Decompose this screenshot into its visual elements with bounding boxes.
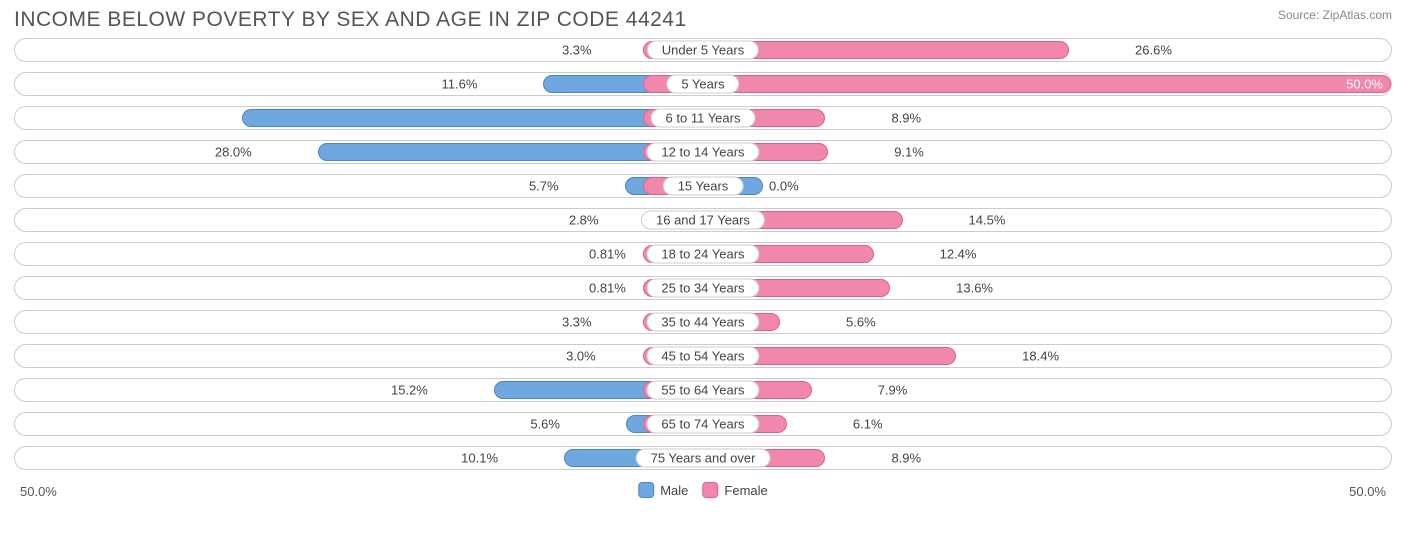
chart-row: 5.6% 6.1% 65 to 74 Years: [14, 412, 1392, 436]
row-category-label: 75 Years and over: [636, 449, 771, 468]
row-category-label: 45 to 54 Years: [646, 347, 759, 366]
legend-label-male: Male: [660, 483, 688, 498]
row-category-label: 16 and 17 Years: [641, 211, 765, 230]
value-label-female: 8.9%: [891, 451, 921, 466]
value-label-female: 26.6%: [1135, 43, 1172, 58]
value-label-female: 13.6%: [956, 281, 993, 296]
value-label-female: 14.5%: [969, 213, 1006, 228]
chart-row: 33.5% 8.9% 6 to 11 Years: [14, 106, 1392, 130]
row-category-label: 12 to 14 Years: [646, 143, 759, 162]
row-category-label: 6 to 11 Years: [651, 109, 756, 128]
source-attribution: Source: ZipAtlas.com: [1278, 8, 1392, 22]
legend-swatch-male: [638, 482, 654, 498]
chart-row: 2.8% 14.5% 16 and 17 Years: [14, 208, 1392, 232]
legend-item-female: Female: [702, 482, 767, 498]
chart-area: 3.3% 26.6% Under 5 Years 11.6% 50.0% 5 Years 3…: [0, 38, 1406, 470]
row-category-label: Under 5 Years: [647, 41, 759, 60]
chart-row: 3.3% 5.6% 35 to 44 Years: [14, 310, 1392, 334]
axis-max-left: 50.0%: [20, 484, 57, 499]
chart-row: 15.2% 7.9% 55 to 64 Years: [14, 378, 1392, 402]
legend-swatch-female: [702, 482, 718, 498]
value-label-male: 10.1%: [461, 451, 498, 466]
value-label-male: 0.81%: [589, 247, 626, 262]
value-label-male: 3.0%: [566, 349, 596, 364]
legend: Male Female: [638, 482, 768, 498]
value-label-male: 2.8%: [569, 213, 599, 228]
value-label-male: 0.81%: [589, 281, 626, 296]
chart-row: 5.7% 0.0% 15 Years: [14, 174, 1392, 198]
value-label-female: 18.4%: [1022, 349, 1059, 364]
chart-title: INCOME BELOW POVERTY BY SEX AND AGE IN Z…: [14, 8, 687, 32]
row-category-label: 15 Years: [663, 177, 744, 196]
value-label-female: 7.9%: [878, 383, 908, 398]
row-category-label: 18 to 24 Years: [646, 245, 759, 264]
chart-row: 3.3% 26.6% Under 5 Years: [14, 38, 1392, 62]
value-label-male: 28.0%: [215, 145, 252, 160]
row-category-label: 65 to 74 Years: [646, 415, 759, 434]
chart-row: 3.0% 18.4% 45 to 54 Years: [14, 344, 1392, 368]
value-label-male: 3.3%: [562, 315, 592, 330]
value-label-female: 6.1%: [853, 417, 883, 432]
value-label-male: 33.5%: [195, 111, 232, 126]
value-label-female: 12.4%: [940, 247, 977, 262]
value-label-male: 11.6%: [441, 77, 477, 92]
legend-item-male: Male: [638, 482, 688, 498]
bar-female: [643, 75, 1391, 93]
value-label-female: 50.0%: [1346, 77, 1383, 92]
value-label-female: 5.6%: [846, 315, 876, 330]
row-category-label: 25 to 34 Years: [646, 279, 759, 298]
chart-row: 0.81% 13.6% 25 to 34 Years: [14, 276, 1392, 300]
value-label-male: 5.6%: [530, 417, 560, 432]
axis-max-right: 50.0%: [1349, 484, 1386, 499]
header: INCOME BELOW POVERTY BY SEX AND AGE IN Z…: [0, 0, 1406, 38]
chart-row: 10.1% 8.9% 75 Years and over: [14, 446, 1392, 470]
chart-row: 0.81% 12.4% 18 to 24 Years: [14, 242, 1392, 266]
row-category-label: 35 to 44 Years: [646, 313, 759, 332]
row-category-label: 55 to 64 Years: [646, 381, 759, 400]
chart-row: 28.0% 9.1% 12 to 14 Years: [14, 140, 1392, 164]
value-label-male: 15.2%: [391, 383, 428, 398]
row-category-label: 5 Years: [666, 75, 739, 94]
value-label-male: 3.3%: [562, 43, 592, 58]
chart-row: 11.6% 50.0% 5 Years: [14, 72, 1392, 96]
chart-footer: 50.0% Male Female 50.0%: [0, 480, 1406, 506]
value-label-female: 9.1%: [894, 145, 924, 160]
value-label-female: 8.9%: [891, 111, 921, 126]
legend-label-female: Female: [724, 483, 767, 498]
chart-container: INCOME BELOW POVERTY BY SEX AND AGE IN Z…: [0, 0, 1406, 506]
value-label-female: 0.0%: [769, 179, 799, 194]
value-label-male: 5.7%: [529, 179, 559, 194]
